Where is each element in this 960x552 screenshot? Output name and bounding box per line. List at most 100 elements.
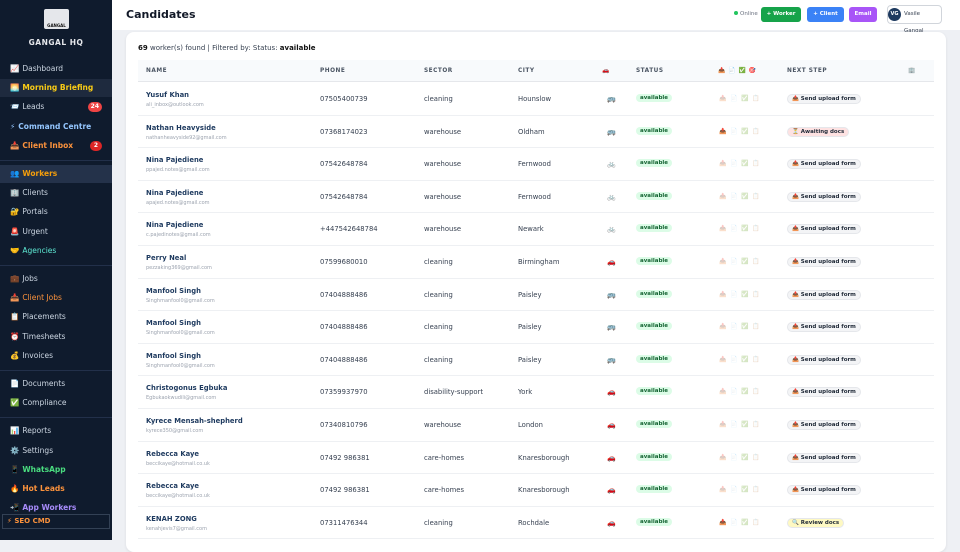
worker-name[interactable]: Yusuf Khan [146, 91, 190, 99]
header-button[interactable]: Email [849, 7, 877, 22]
label: Agencies [22, 245, 57, 255]
nav-item[interactable]: 📥 Client Inbox 2 [0, 137, 112, 155]
transport: 🚗 [607, 421, 616, 429]
table-row[interactable]: Manfool Singh Singhmanfool0@gmail.com 0740… [138, 279, 934, 312]
doc-icon: 📤 [719, 421, 727, 428]
nav-item[interactable]: 📋 Placements [0, 308, 112, 326]
nav-item[interactable]: 🔥 Hot Leads [0, 480, 112, 498]
table-row[interactable]: Perry Neal pezzaking369@gmail.com 07599680… [138, 246, 934, 279]
nav-item[interactable]: ⏰ Timesheets [0, 328, 112, 346]
nav-item[interactable]: 📄 Documents [0, 375, 112, 393]
status-badge: available [636, 94, 673, 102]
table-row[interactable]: Manfool Singh Singhmanfool0@gmail.com 0740… [138, 344, 934, 377]
next-step[interactable]: ⏳ Awaiting docs [787, 126, 850, 137]
doc-icon: 📄 [730, 355, 738, 363]
worker-email: Singhmanfool0@gmail.com [146, 362, 215, 369]
nav-item[interactable]: 🚨 Urgent [0, 223, 112, 241]
doc-icon: 📋 [752, 258, 760, 265]
doc-icon: 📄 [730, 95, 738, 102]
nav-item[interactable]: ⚙️ Settings [0, 442, 112, 460]
user-menu[interactable]: Vasile Gangal [887, 5, 942, 34]
status-badge: available [636, 420, 673, 428]
sidebar: GANGAL GANGAL HQ ⚡ SEO CMD 📈 Dashboard 🌅 Mo… [0, 0, 112, 540]
nav-item[interactable]: ✅ Compliance [0, 394, 112, 412]
nav-item[interactable]: 🤝 Agencies [0, 242, 112, 260]
label: Urgent [22, 226, 48, 236]
doc-icon: ✅ [741, 486, 749, 494]
worker-name[interactable]: Nina Pajediene [146, 156, 204, 165]
nav-item[interactable]: 👥 Workers [0, 165, 112, 183]
next-step[interactable]: 📤 Send upload form [787, 94, 861, 104]
table-row[interactable]: Rebecca Kaye beccikaye@hotmail.co.uk 07492… [138, 442, 934, 475]
worker-name[interactable]: Kyrece Mensah-shepherd [146, 417, 243, 425]
next-step[interactable]: 📤 Send upload form [787, 289, 861, 300]
worker-name[interactable]: Nathan Heavyside [146, 123, 216, 132]
doc-icon: 📋 [752, 192, 760, 200]
header-button[interactable]: + Client [807, 7, 844, 22]
doc-icon: 📤 [719, 95, 727, 102]
summary-text: worker(s) found | Filtered by: Status: [149, 44, 278, 52]
seo-cmd[interactable]: ⚡ SEO CMD [2, 514, 110, 529]
table-row[interactable]: Nathan Heavyside nathanheavyside92@gmail.… [138, 116, 934, 149]
next-step[interactable]: 📤 Send upload form [787, 322, 861, 333]
nav-item[interactable]: 📊 Reports [0, 422, 112, 440]
next-step[interactable]: 📤 Send upload form [787, 485, 861, 496]
worker-name[interactable]: Manfool Singh [146, 286, 201, 295]
table-row[interactable]: Nina Pajediene ppajed.notes@gmail.com 0754… [138, 148, 934, 181]
doc-icon: ✅ [741, 192, 749, 200]
next-step[interactable]: 📤 Send upload form [787, 191, 861, 202]
worker-email: kyrece350@gmail.com [146, 428, 204, 434]
doc-icon: ✅ [741, 355, 749, 363]
nav-item[interactable]: 📨 Leads 24 [0, 98, 112, 116]
table-row[interactable]: Rebecca Kaye beccikaye@hotmail.co.uk 07492… [138, 474, 934, 507]
next-step[interactable]: 📤 Send upload form [787, 452, 861, 463]
next-step[interactable]: 📤 Send upload form [787, 224, 861, 235]
status-badge: available [636, 224, 673, 233]
worker-email: pezzaking369@gmail.com [146, 265, 212, 271]
nav-item[interactable]: ⚡ Command Centre [0, 118, 112, 136]
nav-item[interactable]: 🏢 Clients [0, 184, 112, 202]
next-step[interactable]: 📤 Send upload form [787, 420, 861, 430]
worker-name[interactable]: Manfool Singh [146, 319, 201, 328]
header-button[interactable]: + Worker [761, 7, 801, 22]
worker-name[interactable]: Nina Pajediene [146, 188, 204, 197]
table-row[interactable]: Nina Pajediene c.pajedinotes@gmail.com +44… [138, 213, 934, 246]
table-row[interactable]: Kyrece Mensah-shepherd kyrece350@gmail.co… [138, 409, 934, 442]
worker-name[interactable]: Nina Pajediene [146, 221, 204, 230]
table-row[interactable]: Manfool Singh Singhmanfool0@gmail.com 0740… [138, 311, 934, 344]
doc-icon: 📤 [719, 225, 727, 233]
nav-item[interactable]: 📈 Dashboard [0, 60, 112, 78]
worker-name[interactable]: Rebecca Kaye [146, 482, 200, 491]
next-step[interactable]: 📤 Send upload form [787, 159, 861, 170]
nav-item[interactable]: 📲 App Workers [0, 499, 112, 517]
next-step[interactable]: 📤 Send upload form [787, 354, 861, 365]
doc-icon: 📋 [752, 323, 760, 331]
nav-item[interactable]: 🌅 Morning Briefing [0, 79, 112, 98]
nav-item[interactable]: 📱 WhatsApp [0, 461, 112, 479]
card: 69 worker(s) found | Filtered by: Status… [126, 32, 946, 552]
transport: 🚌 [607, 323, 616, 332]
icon: 🔥 [10, 484, 20, 493]
worker-email: apajed.notes@gmail.com [146, 199, 210, 206]
city: Knaresborough [518, 453, 570, 462]
worker-name[interactable]: Perry Neal [146, 254, 187, 262]
table-row[interactable]: Christogonus Egbuka Egbukaokwudili@gmail.… [138, 376, 934, 409]
nav-item[interactable]: 💰 Invoices [0, 347, 112, 365]
city: Paisley [518, 355, 542, 364]
transport: 🚲 [607, 192, 616, 201]
table-row[interactable]: Nina Pajediene apajed.notes@gmail.com 0754… [138, 181, 934, 214]
label: Compliance [22, 398, 67, 408]
nav-item[interactable]: 📥 Client Jobs [0, 289, 112, 307]
nav-item[interactable]: 💼 Jobs [0, 270, 112, 288]
next-step[interactable]: 📤 Send upload form [787, 257, 861, 267]
table-row[interactable]: KENAH ZONG kenahjevis7@gmail.com 073114763… [138, 507, 934, 540]
table-row[interactable]: Yusuf Khan ali_inbox@outlook.com 075054007… [138, 83, 934, 116]
separator [0, 265, 112, 266]
worker-name[interactable]: KENAH ZONG [146, 514, 197, 523]
nav-item[interactable]: 🔐 Portals [0, 203, 112, 221]
next-step[interactable]: 📤 Send upload form [787, 387, 861, 398]
worker-name[interactable]: Manfool Singh [146, 351, 201, 360]
worker-name[interactable]: Christogonus Egbuka [146, 384, 228, 393]
next-step[interactable]: 🔍 Review docs [787, 517, 845, 528]
worker-name[interactable]: Rebecca Kaye [146, 449, 200, 458]
